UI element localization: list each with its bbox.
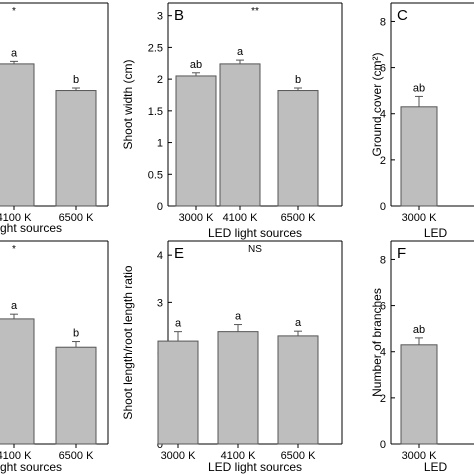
panel-b-ytick-label: 1.5 bbox=[148, 106, 163, 118]
panel-b-significance: ** bbox=[251, 6, 259, 17]
panel-b-ytick-label: 3 bbox=[157, 11, 163, 23]
panel-f-ytick-label: 0 bbox=[380, 439, 386, 451]
panel-e-xlabel: LED light sources bbox=[208, 460, 302, 474]
panel-c-bar bbox=[400, 106, 438, 207]
panel-d-bar bbox=[0, 318, 35, 445]
panel-d-letter: b bbox=[73, 328, 79, 340]
panel-e-bar bbox=[277, 335, 319, 445]
panel-c-ytick-label: 4 bbox=[380, 109, 386, 121]
panel-e-letter: a bbox=[295, 317, 302, 329]
panel-b: 0 0.5 1 1.5 2 2.5 3 B ** ab 3000 K a 4100 K b 6500 K LE… bbox=[121, 2, 343, 240]
panel-b-xtick-label: 3000 K bbox=[179, 212, 215, 224]
panel-a-xtick-label: 4100 K bbox=[0, 212, 32, 224]
panel-b-bar bbox=[219, 63, 261, 207]
panel-d-bar bbox=[55, 346, 97, 445]
panel-e-significance: NS bbox=[248, 244, 262, 255]
panel-f-ytick-label: 2 bbox=[380, 393, 386, 405]
panel-d-xtick-label: 4100 K bbox=[0, 450, 32, 462]
panel-f-xtick-label: 3000 K bbox=[402, 450, 438, 462]
panel-e-ylabel: Shoot length/root length ratio bbox=[121, 265, 135, 419]
panel-a-letter: b bbox=[73, 74, 79, 86]
panel-e-letter: a bbox=[175, 318, 182, 330]
panel-b-xtick-label: 6500 K bbox=[281, 212, 317, 224]
panel-e-letter: a bbox=[235, 311, 242, 323]
panel-e-bar bbox=[157, 340, 199, 445]
panel-b-letter: ab bbox=[190, 59, 202, 71]
panel-f-bar bbox=[400, 344, 438, 445]
panel-a-bar bbox=[0, 63, 35, 207]
panel-b-ytick-label: 2 bbox=[157, 74, 163, 86]
panel-e-xtick-label: 6500 K bbox=[281, 450, 317, 462]
panel-e-label: E bbox=[174, 245, 184, 262]
panel-f-ytick-label: 6 bbox=[380, 301, 386, 313]
panel-d-xlabel: ght sources bbox=[0, 460, 62, 474]
panel-c-ytick-label: 0 bbox=[380, 201, 386, 213]
panel-b-letter: a bbox=[237, 46, 244, 58]
panel-a-letter: a bbox=[11, 47, 18, 59]
panel-c-ylabel: Ground cover (cm²) bbox=[370, 52, 384, 156]
panel-e-xtick-label: 3000 K bbox=[161, 450, 197, 462]
panel-f-letter: ab bbox=[413, 324, 425, 336]
panel-a-significance: * bbox=[12, 6, 16, 17]
panel-e-bar bbox=[217, 331, 259, 445]
panel-b-ytick-label: 0 bbox=[157, 201, 163, 213]
panel-b-bar bbox=[277, 90, 319, 207]
panel-b-label: B bbox=[174, 7, 184, 24]
panel-b-xlabel: LED light sources bbox=[208, 226, 302, 240]
panel-f-label: F bbox=[397, 245, 406, 262]
panel-d-significance: * bbox=[12, 244, 16, 255]
panel-f-ytick-label: 4 bbox=[380, 347, 386, 359]
panel-d-letter: a bbox=[11, 300, 18, 312]
panel-d-xtick-label: 6500 K bbox=[59, 450, 95, 462]
panel-c-label: C bbox=[397, 7, 408, 24]
panel-c-xlabel: LED bbox=[424, 226, 448, 240]
panel-b-ytick-label: 2.5 bbox=[148, 42, 163, 54]
panel-a-xtick-label: 6500 K bbox=[59, 212, 95, 224]
panel-b-letter: b bbox=[295, 74, 301, 86]
panel-b-bar bbox=[175, 75, 217, 207]
panel-e-ytick-label: 4 bbox=[157, 250, 163, 262]
panel-a-xlabel: ght sources bbox=[0, 221, 62, 235]
panel-b-xtick-label: 4100 K bbox=[223, 212, 259, 224]
panel-e-ytick-label: 0 bbox=[157, 439, 163, 451]
panel-e-ytick-label: 3 bbox=[157, 297, 163, 309]
panel-c: 0 2 4 6 8 Cab 3000 K LED Ground cover (cm²) bbox=[370, 2, 474, 240]
panel-b-ytick-label: 0.5 bbox=[148, 169, 163, 181]
panel-a-bar bbox=[55, 90, 97, 207]
panel-b-ylabel: Shoot width (cm) bbox=[121, 59, 135, 149]
panel-f-ytick-label: 8 bbox=[380, 254, 386, 266]
panel-c-ytick-label: 8 bbox=[380, 16, 386, 28]
panel-f-ylabel: Number of branches bbox=[370, 288, 384, 397]
panel-c-ytick-label: 6 bbox=[380, 63, 386, 75]
panel-c-letter: ab bbox=[413, 82, 425, 94]
panel-f-xlabel: LED bbox=[424, 460, 448, 474]
panel-b-ytick-label: 1 bbox=[157, 138, 163, 150]
panel-e-xtick-label: 4100 K bbox=[221, 450, 257, 462]
panel-c-ytick-label: 2 bbox=[380, 155, 386, 167]
panel-c-xtick-label: 3000 K bbox=[402, 212, 438, 224]
